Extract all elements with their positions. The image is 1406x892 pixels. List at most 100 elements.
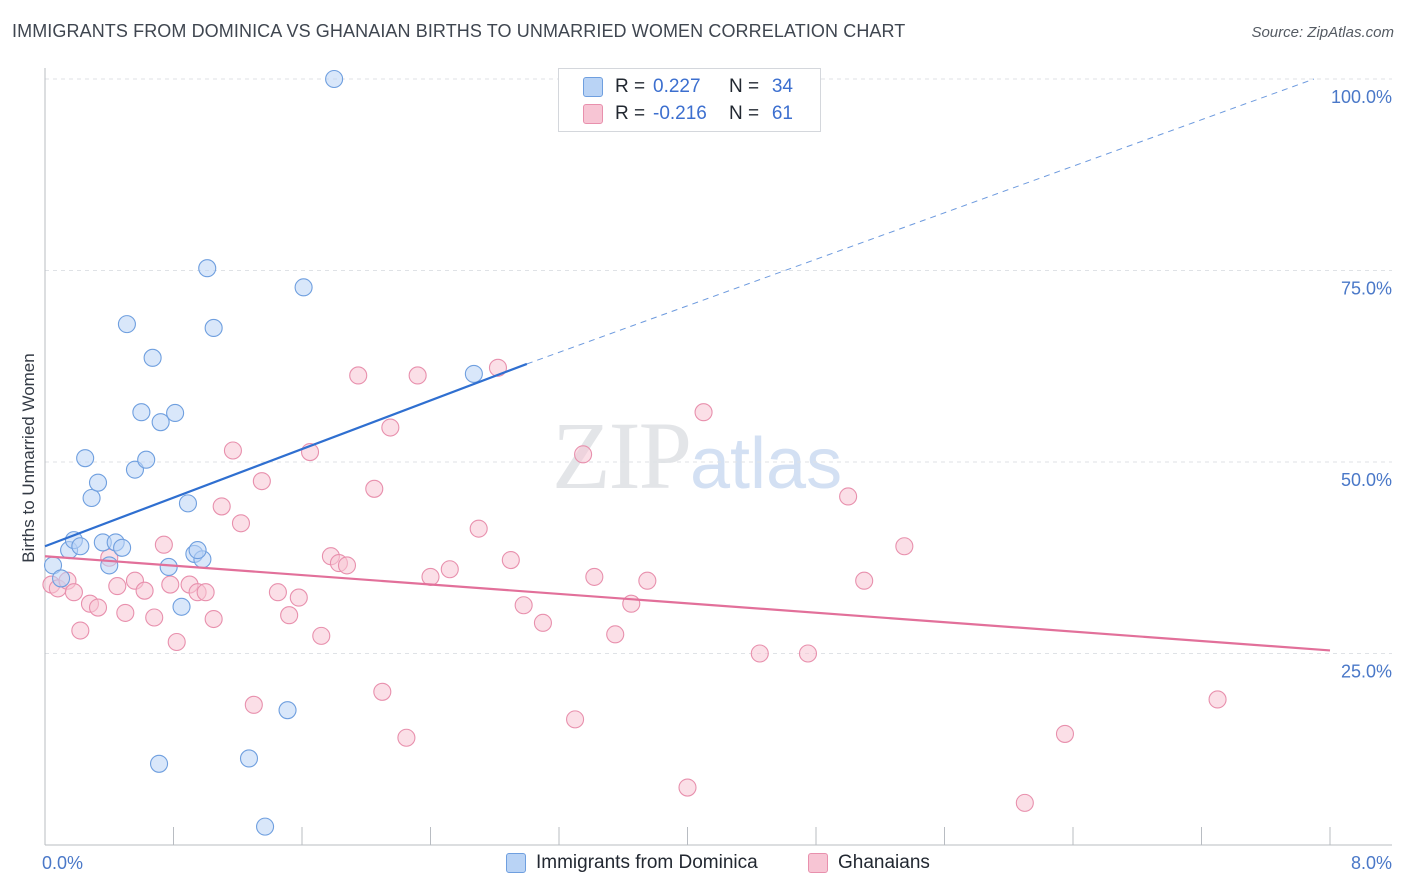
legend-item-ghanaians: Ghanaians xyxy=(808,852,930,874)
data-point xyxy=(585,567,604,586)
legend-swatch-blue xyxy=(506,853,526,873)
x-tick-label: 8.0% xyxy=(1351,853,1392,873)
series-dominica xyxy=(43,69,483,836)
data-point xyxy=(76,449,95,468)
data-point xyxy=(501,550,520,570)
data-point xyxy=(178,494,198,513)
legend-swatch-pink xyxy=(583,104,603,124)
data-point xyxy=(198,259,217,278)
data-point xyxy=(606,625,625,644)
data-point xyxy=(289,588,308,607)
data-point xyxy=(839,487,858,506)
data-point xyxy=(196,583,215,602)
data-point xyxy=(252,472,271,491)
trendline-ghanaians xyxy=(44,555,1331,652)
data-point xyxy=(268,583,287,602)
legend-swatch-pink xyxy=(808,853,828,873)
trendline-dominica-extension xyxy=(526,78,1315,365)
legend-swatch-blue xyxy=(583,77,603,97)
data-point xyxy=(1015,793,1034,812)
data-point xyxy=(71,621,90,640)
data-point xyxy=(117,315,136,334)
data-point xyxy=(278,701,297,720)
legend-r-value: -0.216 xyxy=(653,103,707,124)
data-point xyxy=(533,613,552,632)
series-legend: Immigrants from Dominica Ghanaians xyxy=(0,852,1406,876)
data-point xyxy=(231,514,251,533)
data-point xyxy=(514,596,533,615)
data-point xyxy=(149,754,169,773)
data-point xyxy=(325,69,344,89)
data-point xyxy=(798,644,818,663)
legend-r-label: R = xyxy=(615,103,646,124)
legend-n-value: 34 xyxy=(771,76,793,97)
source-label: Source: ZipAtlas.com xyxy=(1251,24,1394,41)
x-tick-labels: 0.0% 8.0% xyxy=(42,853,1392,873)
y-tick-label: 25.0% xyxy=(1341,662,1392,682)
data-point xyxy=(349,366,368,385)
data-point xyxy=(566,710,585,729)
data-point xyxy=(88,473,108,492)
data-point xyxy=(256,817,275,836)
data-point xyxy=(750,644,769,663)
data-point xyxy=(574,445,593,464)
y-tick-label: 100.0% xyxy=(1331,87,1392,107)
data-point xyxy=(895,537,914,556)
y-tick-labels: 25.0% 50.0% 75.0% 100.0% xyxy=(1331,87,1392,682)
data-point xyxy=(172,597,191,616)
legend-n-value: 61 xyxy=(771,103,793,124)
data-point xyxy=(116,603,135,622)
data-point xyxy=(397,728,416,747)
data-point xyxy=(638,571,657,590)
data-point xyxy=(337,556,357,575)
legend-item-label: Ghanaians xyxy=(838,852,930,873)
legend-r-value: 0.227 xyxy=(653,76,701,97)
data-point xyxy=(188,541,207,560)
data-point xyxy=(440,560,459,579)
legend-n-label: N = xyxy=(729,76,760,97)
y-tick-label: 75.0% xyxy=(1341,279,1392,299)
correlation-legend: R = 0.227 N = 34 R = -0.216 N = 61 xyxy=(558,68,821,132)
legend-item-label: Immigrants from Dominica xyxy=(536,852,758,873)
axes xyxy=(44,68,1392,846)
data-point xyxy=(365,479,384,498)
data-point xyxy=(113,538,132,557)
legend-row-ghanaians: R = -0.216 N = 61 xyxy=(583,102,793,126)
trend-lines xyxy=(44,78,1331,652)
data-point xyxy=(167,632,186,652)
data-point xyxy=(64,583,83,602)
data-point xyxy=(212,497,231,516)
chart-title: IMMIGRANTS FROM DOMINICA VS GHANAIAN BIR… xyxy=(12,21,906,41)
data-point xyxy=(1208,690,1227,709)
data-point xyxy=(1055,724,1075,743)
data-point xyxy=(154,535,173,554)
legend-r-label: R = xyxy=(615,76,646,97)
data-point xyxy=(88,598,108,617)
data-point xyxy=(71,537,90,556)
data-point xyxy=(52,569,71,588)
data-point xyxy=(488,358,508,377)
data-point xyxy=(244,695,263,714)
data-point xyxy=(408,366,427,385)
data-point xyxy=(239,749,259,768)
data-point xyxy=(204,318,223,338)
data-point xyxy=(204,609,223,629)
data-point xyxy=(159,557,178,576)
y-tick-label: 50.0% xyxy=(1341,470,1392,490)
data-point xyxy=(855,571,874,590)
data-point xyxy=(137,450,156,469)
grid-lines xyxy=(45,78,1392,654)
data-point xyxy=(108,577,127,596)
data-point xyxy=(135,581,154,600)
watermark-atlas: atlas xyxy=(690,424,843,504)
data-point xyxy=(161,575,180,594)
y-axis-label: Births to Unmarried Women xyxy=(19,353,38,562)
data-point xyxy=(280,606,299,625)
data-point xyxy=(469,519,488,538)
legend-n-label: N = xyxy=(729,103,760,124)
data-point xyxy=(132,403,151,422)
legend-item-dominica: Immigrants from Dominica xyxy=(506,852,758,874)
data-point xyxy=(373,682,392,701)
data-point xyxy=(678,778,697,797)
